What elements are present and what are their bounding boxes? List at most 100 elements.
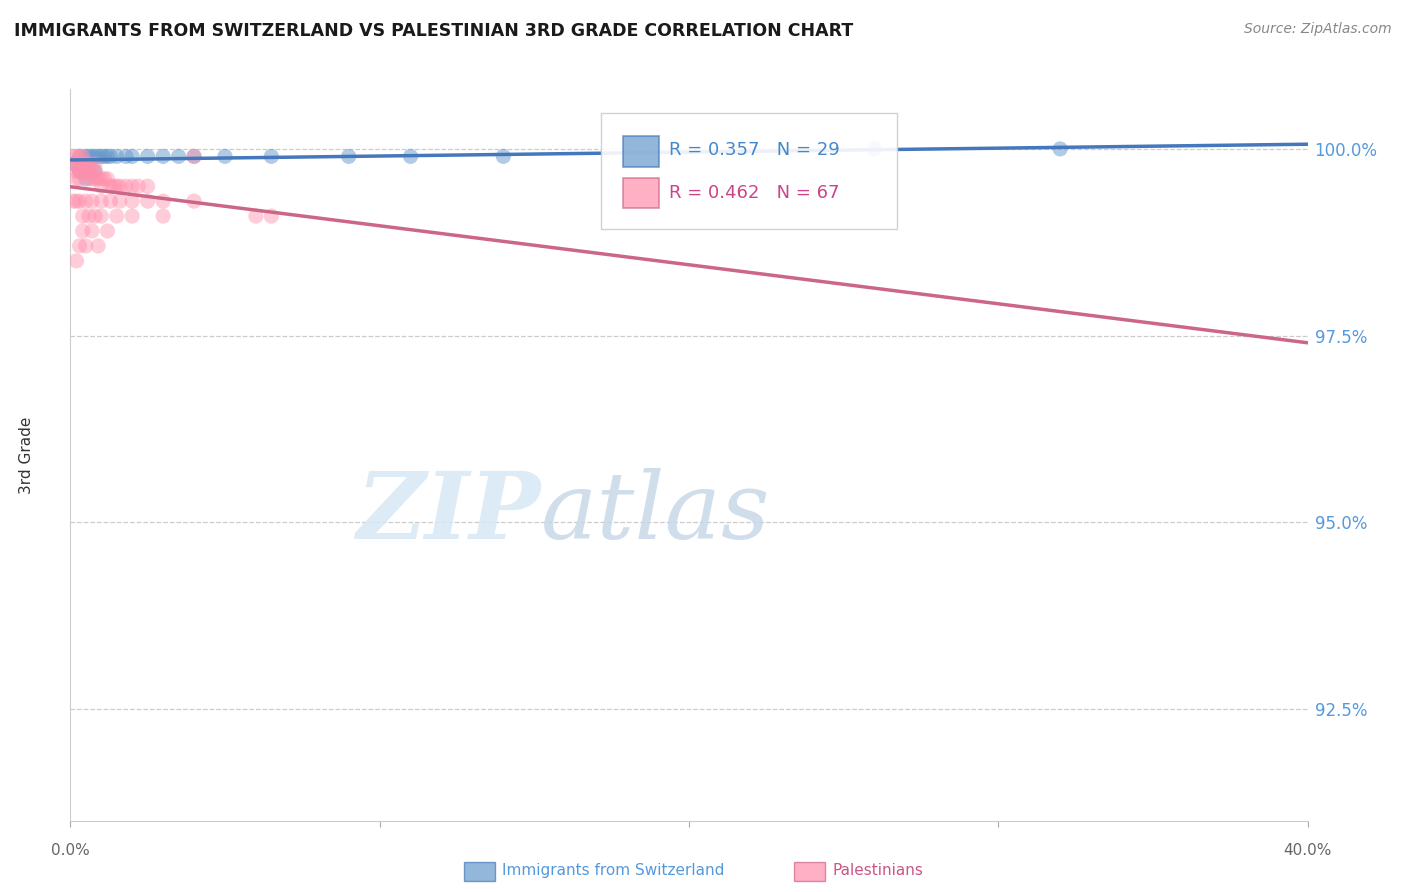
Point: [399, 149, 422, 163]
Point: [152, 194, 174, 209]
Point: [75, 171, 97, 186]
Point: [80, 171, 103, 186]
Point: [90, 194, 112, 209]
Point: [75, 164, 97, 178]
Point: [337, 149, 360, 163]
Point: [77, 149, 100, 163]
Point: [136, 179, 159, 194]
Point: [80, 149, 103, 163]
Point: [77, 171, 100, 186]
Point: [69, 239, 91, 253]
Point: [108, 194, 131, 209]
Point: [80, 164, 103, 178]
Point: [84, 164, 107, 178]
Point: [260, 209, 283, 223]
Point: [108, 179, 131, 194]
Point: [69, 171, 91, 186]
Point: [84, 209, 107, 223]
Point: [183, 194, 205, 209]
Point: [65, 149, 87, 163]
Point: [127, 179, 149, 194]
Point: [77, 157, 100, 171]
Point: [87, 149, 110, 163]
Point: [90, 171, 112, 186]
Text: atlas: atlas: [540, 468, 770, 558]
Text: Source: ZipAtlas.com: Source: ZipAtlas.com: [1244, 22, 1392, 37]
Point: [90, 209, 112, 223]
Point: [115, 149, 138, 163]
Point: [69, 164, 91, 178]
Point: [121, 149, 143, 163]
Point: [65, 157, 87, 171]
Point: [90, 179, 112, 194]
Point: [72, 164, 94, 178]
Point: [65, 171, 87, 186]
Point: [90, 149, 112, 163]
Point: [167, 149, 190, 163]
Text: 3rd Grade: 3rd Grade: [20, 417, 35, 493]
Point: [121, 194, 143, 209]
Point: [80, 194, 103, 209]
Point: [62, 149, 84, 163]
Point: [65, 164, 87, 178]
Point: [105, 209, 128, 223]
Point: [492, 149, 515, 163]
Point: [105, 179, 128, 194]
Point: [84, 149, 107, 163]
Point: [75, 157, 97, 171]
Point: [121, 209, 143, 223]
Text: ZIP: ZIP: [356, 468, 540, 558]
Point: [103, 179, 125, 194]
Point: [100, 194, 122, 209]
Point: [245, 209, 267, 223]
Point: [93, 171, 115, 186]
Point: [62, 194, 84, 209]
Point: [75, 194, 97, 209]
Text: 0.0%: 0.0%: [51, 843, 90, 858]
Point: [75, 157, 97, 171]
Point: [62, 157, 84, 171]
Point: [72, 157, 94, 171]
Point: [100, 179, 122, 194]
Point: [72, 209, 94, 223]
Point: [65, 253, 87, 268]
Point: [69, 164, 91, 178]
Point: [863, 142, 886, 156]
Point: [72, 157, 94, 171]
Point: [152, 149, 174, 163]
Point: [69, 157, 91, 171]
Point: [136, 194, 159, 209]
Point: [75, 239, 97, 253]
Point: [96, 149, 118, 163]
Point: [260, 149, 283, 163]
Point: [77, 164, 100, 178]
Point: [121, 179, 143, 194]
Point: [183, 149, 205, 163]
Text: R = 0.357   N = 29: R = 0.357 N = 29: [669, 142, 839, 160]
Point: [214, 149, 236, 163]
Point: [69, 149, 91, 163]
Point: [96, 224, 118, 238]
Point: [152, 209, 174, 223]
Point: [80, 224, 103, 238]
Point: [1049, 142, 1071, 156]
Point: [105, 149, 128, 163]
Point: [84, 157, 107, 171]
Point: [87, 239, 110, 253]
Text: IMMIGRANTS FROM SWITZERLAND VS PALESTINIAN 3RD GRADE CORRELATION CHART: IMMIGRANTS FROM SWITZERLAND VS PALESTINI…: [14, 22, 853, 40]
Point: [84, 164, 107, 178]
Point: [84, 171, 107, 186]
Point: [65, 194, 87, 209]
Point: [72, 224, 94, 238]
Text: R = 0.462   N = 67: R = 0.462 N = 67: [669, 185, 839, 202]
Text: 40.0%: 40.0%: [1284, 843, 1331, 858]
Point: [136, 149, 159, 163]
Point: [87, 171, 110, 186]
Point: [69, 149, 91, 163]
Point: [115, 179, 138, 194]
Point: [93, 149, 115, 163]
Point: [75, 149, 97, 163]
Point: [62, 157, 84, 171]
Point: [183, 149, 205, 163]
Point: [72, 149, 94, 163]
